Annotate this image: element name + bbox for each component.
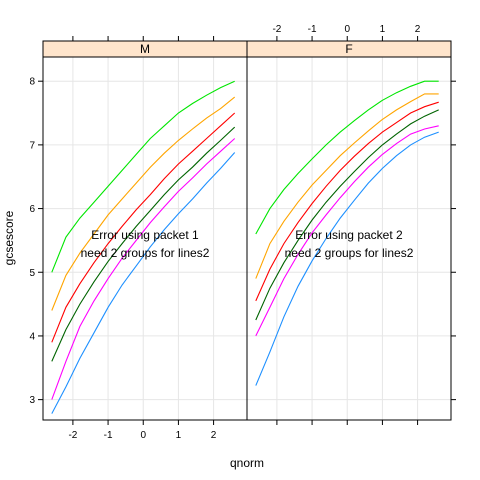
series-line-6: [51, 152, 236, 414]
strip-label: F: [345, 42, 352, 56]
series-line-5: [51, 138, 236, 400]
series-line-6: [255, 131, 439, 386]
frame-layer: [38, 36, 456, 425]
x-tick-label: 0: [140, 430, 146, 441]
error-message-line: Error using packet 1: [91, 228, 199, 242]
series-line-1: [255, 80, 439, 235]
y-tick-label: 7: [29, 140, 35, 151]
x-tick-label: 0: [344, 24, 350, 35]
text-layer: M Error using packet 1 need 2 groups for l…: [2, 24, 421, 470]
series-line-1: [51, 80, 235, 273]
y-tick-label: 8: [29, 77, 35, 88]
y-tick-label: 3: [29, 395, 35, 406]
x-tick-label: -2: [68, 430, 77, 441]
y-tick-label: 5: [29, 268, 35, 279]
series-line-3: [51, 112, 236, 343]
x-tick-label: -2: [272, 24, 281, 35]
x-tick-label: 2: [211, 430, 217, 441]
series-line-4: [51, 126, 236, 362]
strip-f: [246, 40, 452, 58]
grid-layer: [43, 57, 451, 420]
x-axis-label: qnorm: [230, 456, 264, 470]
error-message-line: need 2 groups for lines2: [285, 246, 414, 260]
x-tick-label: 2: [415, 24, 421, 35]
y-tick-label: 4: [29, 331, 35, 342]
error-message-line: need 2 groups for lines2: [81, 246, 210, 260]
series-line-4: [255, 109, 439, 321]
series-line-2: [255, 93, 439, 279]
series-line-3: [255, 101, 439, 302]
series-layer: [51, 80, 439, 414]
x-tick-label: -1: [104, 430, 113, 441]
x-tick-label: 1: [176, 430, 182, 441]
x-tick-label: -1: [308, 24, 317, 35]
x-tick-label: 1: [380, 24, 386, 35]
y-tick-label: 6: [29, 204, 35, 215]
error-message-line: Error using packet 2: [295, 228, 403, 242]
y-axis-label: gcsescore: [2, 210, 16, 265]
series-line-2: [51, 96, 236, 311]
series-line-5: [255, 125, 439, 337]
strip-label: M: [140, 42, 150, 56]
